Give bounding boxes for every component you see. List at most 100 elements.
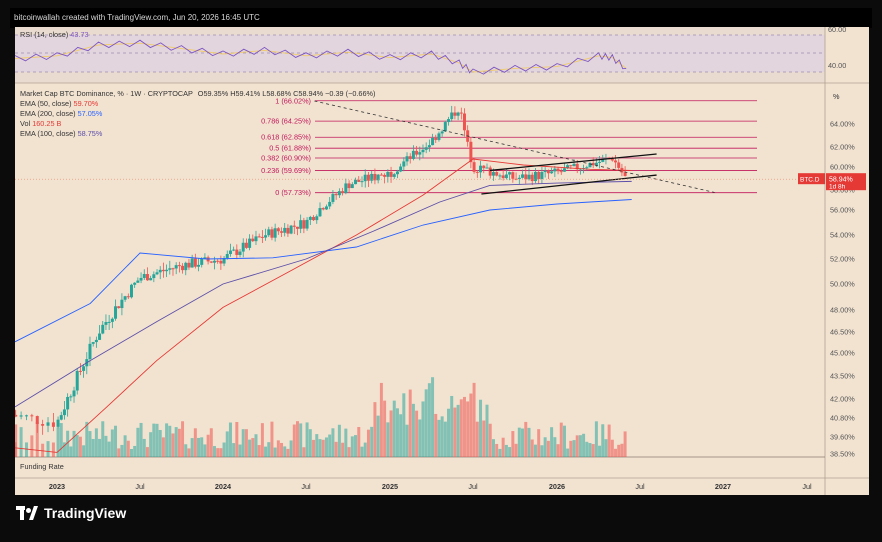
price-tick-label: 62.00% bbox=[830, 143, 855, 152]
volume-bar bbox=[357, 426, 361, 457]
volume-bar bbox=[376, 415, 380, 457]
volume-bar bbox=[607, 424, 611, 457]
candle-body bbox=[459, 112, 463, 114]
volume-bar bbox=[248, 439, 252, 457]
volume-bar bbox=[254, 434, 258, 457]
legend-row-ema50: EMA (50, close) 59.70% bbox=[20, 99, 375, 109]
legend-name-vol: Vol bbox=[20, 119, 31, 128]
candle-body bbox=[559, 171, 563, 173]
candle-body bbox=[24, 415, 28, 417]
candle-body bbox=[546, 170, 550, 174]
candle-body bbox=[614, 160, 618, 163]
volume-bar bbox=[78, 436, 82, 457]
candle-body bbox=[126, 296, 130, 298]
candle-body bbox=[341, 191, 345, 194]
volume-bar bbox=[578, 435, 582, 457]
volume-bar bbox=[302, 447, 306, 457]
volume-bar bbox=[14, 424, 18, 457]
candle-body bbox=[41, 424, 45, 426]
candle-body bbox=[337, 191, 341, 196]
candle-body bbox=[75, 370, 79, 391]
candle-body bbox=[308, 216, 312, 220]
volume-bar bbox=[149, 432, 153, 457]
descending-trendline bbox=[314, 100, 715, 193]
volume-bar bbox=[566, 448, 570, 457]
candle-body bbox=[424, 147, 428, 150]
candle-body bbox=[469, 141, 473, 163]
candle-body bbox=[373, 173, 377, 181]
volume-bar bbox=[264, 446, 268, 457]
candle-body bbox=[19, 415, 23, 417]
volume-bar bbox=[177, 428, 181, 457]
candle-body bbox=[530, 174, 534, 182]
footer: TradingView bbox=[0, 495, 882, 542]
candle-body bbox=[212, 260, 216, 263]
time-axis-label: 2027 bbox=[715, 482, 731, 491]
candle-body bbox=[225, 254, 229, 258]
volume-bar bbox=[24, 442, 28, 457]
volume-bar bbox=[295, 421, 299, 457]
rsi-line bbox=[14, 39, 627, 75]
legend-row-vol: Vol 160.25 B bbox=[20, 119, 375, 129]
channel-upper bbox=[489, 153, 657, 172]
volume-bar bbox=[556, 444, 560, 457]
volume-bar bbox=[94, 428, 98, 457]
candle-body bbox=[302, 220, 306, 229]
candle-body bbox=[197, 264, 201, 267]
candle-body bbox=[295, 226, 299, 229]
candle-body bbox=[228, 250, 232, 255]
legend-row-ema200: EMA (200, close) 57.05% bbox=[20, 109, 375, 119]
legend-name-ema100: EMA (100, close) bbox=[20, 129, 76, 138]
volume-bar bbox=[334, 441, 338, 457]
volume-bar bbox=[136, 427, 140, 457]
volume-bar bbox=[142, 438, 146, 457]
volume-bar bbox=[168, 425, 172, 457]
volume-bar bbox=[19, 427, 23, 457]
volume-bar bbox=[107, 441, 111, 457]
volume-bar bbox=[257, 445, 261, 457]
fib-label-0.5: 0.5 (61.88%) bbox=[269, 144, 311, 153]
volume-bar bbox=[614, 448, 618, 457]
candle-body bbox=[418, 152, 422, 155]
candle-body bbox=[344, 183, 348, 194]
volume-bar bbox=[408, 389, 412, 457]
header-bar: bitcoinwallah created with TradingView.c… bbox=[10, 8, 872, 28]
price-unit-label: % bbox=[833, 92, 840, 101]
volume-bar bbox=[462, 396, 466, 457]
price-chart[interactable]: 60.00 40.00 1 (66.02%) 0.786 (64.25%) 0.618 … bbox=[13, 25, 869, 495]
tradingview-logo[interactable]: TradingView bbox=[16, 505, 126, 521]
volume-bar bbox=[289, 440, 293, 457]
candle-body bbox=[88, 343, 92, 360]
candle-body bbox=[56, 419, 60, 427]
candle-body bbox=[475, 171, 479, 173]
volume-bar bbox=[591, 444, 595, 457]
volume-bar bbox=[292, 424, 296, 457]
candle-body bbox=[264, 235, 268, 238]
candle-body bbox=[386, 171, 390, 177]
candle-body bbox=[244, 242, 248, 248]
volume-bar bbox=[488, 423, 492, 457]
candle-body bbox=[270, 229, 274, 238]
candle-body bbox=[331, 194, 335, 202]
candle-body bbox=[69, 396, 73, 398]
time-axis-label: Jul bbox=[802, 482, 812, 491]
candle-body bbox=[540, 171, 544, 179]
volume-bar bbox=[521, 428, 525, 457]
candle-body bbox=[139, 277, 143, 281]
legend-value-ema50: 59.70% bbox=[73, 99, 99, 108]
rsi-ma-line bbox=[14, 42, 627, 73]
rsi-band bbox=[15, 35, 825, 72]
candle-body bbox=[62, 409, 66, 416]
rsi-legend: RSI (14, close) 43.73 bbox=[20, 30, 89, 39]
candle-body bbox=[408, 156, 412, 159]
volume-bar bbox=[82, 445, 86, 457]
candle-body bbox=[251, 238, 255, 242]
volume-bar bbox=[197, 437, 201, 457]
candle-body bbox=[91, 342, 95, 344]
chart-area[interactable]: 60.00 40.00 1 (66.02%) 0.786 (64.25%) 0.618 … bbox=[13, 25, 869, 495]
volume-bar bbox=[133, 445, 137, 457]
rsi-value: 43.73 bbox=[70, 30, 89, 39]
volume-bar bbox=[161, 437, 165, 457]
volume-bar bbox=[594, 421, 598, 457]
volume-bar bbox=[225, 431, 229, 457]
